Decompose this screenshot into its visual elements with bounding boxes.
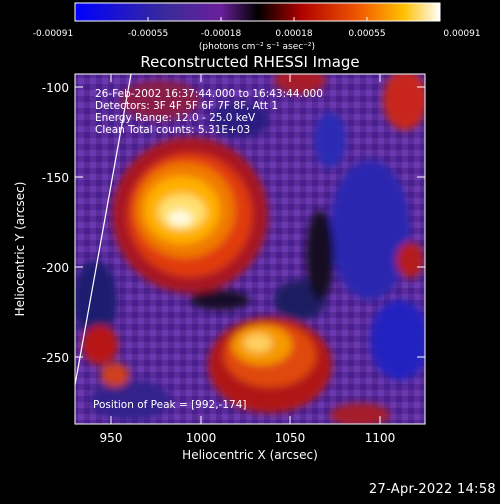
observation-info: 26-Feb-2002 16:37:44.000 to 16:43:44.000…	[95, 88, 323, 136]
plot-title: Reconstructed RHESSI Image	[140, 53, 359, 71]
x-axis-label: Heliocentric X (arcsec)	[182, 448, 318, 462]
hxr-image	[75, 74, 425, 424]
y-tick-neg200: -200	[42, 261, 69, 275]
x-tick-1050: 1050	[275, 431, 306, 445]
colorbar-ticks	[74, 17, 441, 21]
peak-position-label: Position of Peak = [992,-174]	[93, 399, 247, 411]
colorbar-tick-5: 0.00091	[443, 29, 480, 39]
info-detectors: Detectors: 3F 4F 5F 6F 7F 8F, Att 1	[95, 100, 278, 112]
colorbar-tick-3: 0.00018	[275, 29, 312, 39]
plot-frame	[74, 73, 426, 425]
y-tick-neg250: -250	[42, 351, 69, 365]
timestamp: 27-Apr-2022 14:58	[368, 482, 496, 497]
colorbar-tick-4: 0.00055	[348, 29, 385, 39]
x-tick-950: 950	[100, 431, 123, 445]
x-tick-1100: 1100	[365, 431, 396, 445]
info-clean-counts: Clean Total counts: 5.31E+03	[95, 124, 250, 136]
colorbar-tick-2: -0.00018	[201, 29, 242, 39]
y-axis-ticks	[75, 86, 425, 358]
colorbar	[74, 2, 441, 22]
info-energy-range: Energy Range: 12.0 - 25.0 keV	[95, 112, 256, 124]
y-tick-neg100: -100	[42, 81, 69, 95]
y-axis-label: Heliocentric Y (arcsec)	[13, 182, 27, 317]
colorbar-tick-1: -0.00055	[128, 29, 168, 39]
solar-limb-line	[75, 74, 132, 386]
info-time-range: 26-Feb-2002 16:37:44.000 to 16:43:44.000	[95, 88, 323, 100]
y-tick-neg150: -150	[42, 171, 69, 185]
x-tick-1000: 1000	[186, 431, 217, 445]
colorbar-units: (photons cm⁻² s⁻¹ asec⁻²)	[199, 42, 315, 52]
x-axis-ticks	[110, 74, 381, 424]
colorbar-tick-0: -0.00091	[33, 29, 73, 39]
